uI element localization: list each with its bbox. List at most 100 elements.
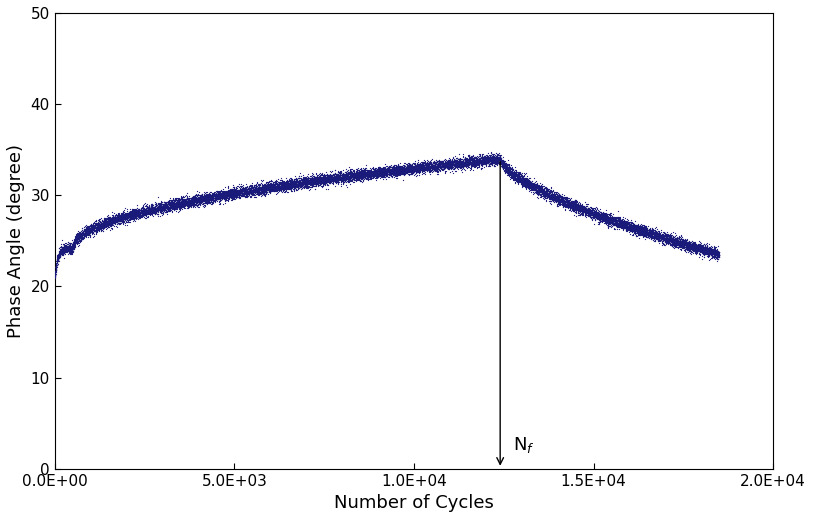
- Point: [445, 157, 458, 166]
- Point: [280, 178, 293, 186]
- Point: [305, 175, 318, 184]
- Point: [300, 179, 313, 187]
- Point: [620, 221, 633, 229]
- Point: [650, 234, 663, 242]
- Point: [300, 177, 313, 185]
- Point: [421, 165, 434, 173]
- Point: [155, 207, 168, 215]
- Point: [704, 249, 717, 257]
- Point: [214, 192, 227, 200]
- Point: [278, 185, 291, 194]
- Point: [332, 169, 345, 177]
- Point: [201, 195, 214, 203]
- Point: [575, 211, 588, 219]
- Point: [80, 231, 93, 240]
- Point: [520, 176, 533, 184]
- Point: [162, 204, 175, 212]
- Point: [79, 225, 92, 233]
- Point: [150, 204, 163, 212]
- Point: [353, 172, 366, 180]
- Point: [640, 228, 653, 236]
- Point: [345, 175, 358, 184]
- Point: [572, 203, 585, 211]
- Point: [158, 198, 171, 206]
- Point: [490, 153, 503, 161]
- Point: [646, 232, 659, 240]
- Point: [472, 153, 485, 161]
- Point: [246, 184, 259, 193]
- Point: [354, 172, 367, 181]
- Point: [499, 165, 512, 173]
- Point: [143, 206, 156, 214]
- Point: [600, 213, 613, 221]
- Point: [523, 181, 536, 189]
- Point: [318, 179, 331, 187]
- Point: [209, 192, 222, 200]
- Point: [122, 212, 135, 220]
- Point: [336, 179, 349, 187]
- Point: [695, 245, 708, 253]
- Point: [362, 173, 375, 181]
- Point: [100, 224, 113, 232]
- Point: [242, 182, 255, 190]
- Point: [336, 170, 349, 178]
- Point: [652, 229, 665, 237]
- Point: [575, 205, 588, 213]
- Point: [113, 212, 126, 220]
- Point: [316, 182, 329, 190]
- Point: [409, 166, 422, 174]
- Point: [133, 211, 146, 220]
- Point: [92, 220, 105, 228]
- Point: [228, 185, 241, 194]
- Point: [397, 166, 410, 174]
- Point: [490, 160, 503, 168]
- Point: [224, 185, 237, 193]
- Point: [464, 160, 477, 169]
- Point: [381, 167, 394, 175]
- Point: [346, 169, 359, 177]
- Point: [74, 231, 87, 240]
- Point: [376, 172, 389, 181]
- Point: [81, 229, 94, 237]
- Point: [79, 230, 92, 239]
- Point: [55, 250, 68, 258]
- Point: [116, 217, 129, 226]
- Point: [116, 214, 129, 222]
- Point: [249, 181, 262, 189]
- Point: [393, 165, 406, 173]
- Point: [659, 234, 672, 242]
- Point: [445, 159, 458, 167]
- Point: [460, 155, 473, 163]
- Point: [198, 193, 211, 201]
- Point: [685, 242, 698, 250]
- Point: [381, 167, 394, 175]
- Point: [267, 184, 280, 193]
- Point: [135, 207, 148, 215]
- Point: [540, 187, 553, 195]
- Point: [220, 188, 233, 196]
- Point: [402, 165, 415, 173]
- Point: [324, 174, 337, 183]
- Point: [276, 184, 289, 192]
- Point: [529, 185, 542, 193]
- Point: [150, 203, 163, 212]
- Point: [349, 176, 362, 184]
- Point: [326, 175, 339, 183]
- Point: [384, 167, 397, 175]
- Point: [543, 193, 556, 201]
- Point: [354, 167, 367, 175]
- Point: [254, 187, 267, 195]
- Point: [553, 197, 566, 205]
- Point: [509, 170, 522, 179]
- Point: [145, 209, 158, 217]
- Point: [421, 158, 434, 166]
- Point: [670, 237, 683, 245]
- Point: [181, 193, 194, 201]
- Point: [709, 252, 722, 261]
- Point: [516, 176, 529, 185]
- Point: [371, 168, 384, 176]
- Point: [676, 239, 689, 247]
- Point: [585, 207, 598, 215]
- Point: [71, 234, 84, 242]
- Point: [325, 175, 338, 184]
